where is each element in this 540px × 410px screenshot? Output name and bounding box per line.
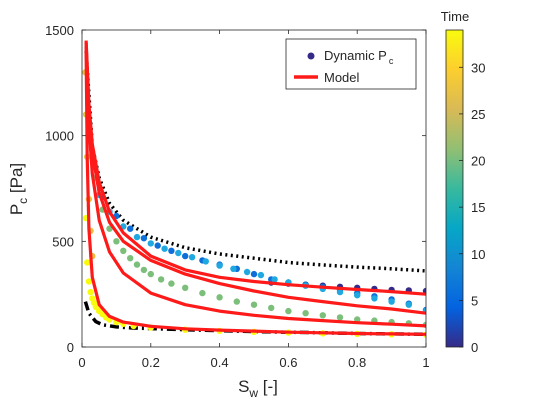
data-point (113, 238, 120, 245)
data-point (216, 262, 223, 269)
data-point (157, 276, 165, 283)
colorbar-gradient (445, 29, 464, 348)
colorbar-tick-label: 10 (471, 247, 485, 262)
data-point (127, 225, 134, 232)
data-point (87, 288, 94, 296)
x-axis-label-unit: [-] (258, 377, 278, 396)
data-point (175, 249, 182, 257)
x-axis-label: Sw [-] (238, 377, 278, 400)
data-point (188, 254, 196, 261)
y-axis-label: Pc [Pa] (7, 163, 30, 215)
data-point (127, 255, 134, 262)
colorbar-tick-label: 30 (471, 60, 485, 75)
data-point (250, 270, 258, 278)
data-point (250, 301, 258, 308)
plot-frame (81, 29, 427, 348)
x-tick-label: 0.4 (211, 355, 229, 370)
data-point (147, 270, 154, 278)
data-point (216, 294, 223, 301)
y-axis-label-main: P (7, 204, 26, 215)
legend-dynamic-main: Dynamic P (324, 48, 387, 63)
colorbar-tick-label: 0 (471, 340, 478, 355)
data-point (371, 295, 378, 302)
data-layer (82, 40, 426, 338)
upper-bound-line (84, 50, 426, 273)
x-tick-label: 0 (78, 355, 85, 370)
colorbar-title: Time (441, 9, 469, 24)
y-axis-label-sub: c (16, 198, 30, 204)
data-point (140, 235, 148, 242)
data-point (243, 268, 251, 276)
x-tick-label: 0.2 (142, 355, 160, 370)
colorbar: Time 0 5 10 15 20 25 30 (441, 9, 486, 355)
model-curve (84, 42, 426, 315)
data-point (388, 298, 395, 305)
colorbar-tick-label: 20 (471, 154, 485, 169)
legend-model-label: Model (324, 70, 360, 85)
data-point (268, 304, 275, 312)
data-point (319, 312, 326, 319)
colorbar-ticks: 0 5 10 15 20 25 30 (459, 60, 485, 355)
data-point (84, 259, 91, 266)
x-axis-label-main: S (238, 377, 249, 396)
data-point (168, 247, 175, 254)
colorbar-tick-label: 25 (471, 107, 485, 122)
data-point (230, 265, 237, 272)
data-point (202, 258, 209, 265)
data-point (168, 280, 175, 287)
data-point (120, 247, 127, 254)
data-point (182, 252, 189, 260)
colorbar-tick-label: 15 (471, 200, 485, 215)
data-point (85, 278, 93, 285)
data-point (133, 233, 141, 241)
data-point (336, 288, 344, 296)
x-axis-label-sub: w (248, 386, 258, 400)
data-point (302, 310, 309, 317)
data-point (147, 240, 154, 247)
legend-dynamic-sub: c (389, 56, 394, 66)
data-point (285, 307, 292, 315)
ticks-layer: 0 0.2 0.4 0.6 0.8 1 0 500 1000 1500 (45, 23, 430, 370)
data-point (154, 242, 161, 249)
data-point (161, 245, 168, 252)
model-curve (84, 46, 426, 328)
model-curve (84, 51, 426, 336)
data-point (336, 314, 344, 321)
data-point (140, 266, 148, 274)
colorbar-tick-label: 5 (471, 293, 478, 308)
y-tick-label: 1000 (45, 129, 74, 144)
data-point (233, 298, 240, 305)
data-point (271, 276, 278, 283)
data-point (354, 292, 361, 299)
y-tick-label: 500 (52, 234, 74, 249)
data-point (182, 284, 189, 291)
x-tick-label: 0.8 (348, 355, 366, 370)
data-point (199, 289, 206, 297)
legend-dynamic-marker (307, 52, 315, 60)
data-point (405, 301, 412, 308)
y-tick-label: 1500 (45, 23, 74, 38)
y-tick-label: 0 (67, 340, 74, 355)
data-point (257, 271, 265, 279)
y-axis-label-unit: [Pa] (7, 163, 26, 198)
x-tick-label: 0.6 (279, 355, 297, 370)
legend-box (285, 38, 417, 90)
x-tick-label: 1 (422, 355, 429, 370)
data-point (92, 303, 100, 310)
data-point (133, 261, 141, 268)
